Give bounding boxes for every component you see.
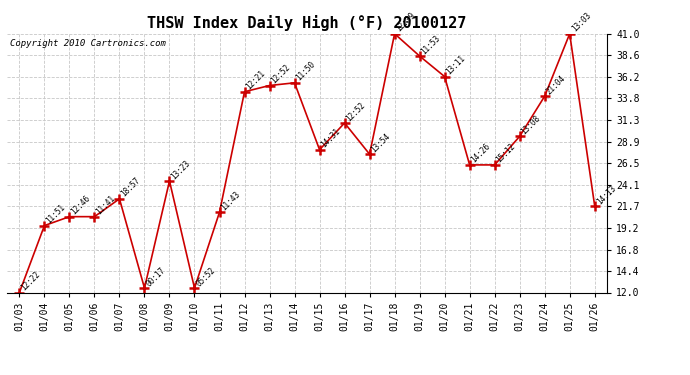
Text: 11:50: 11:50 [295, 60, 317, 83]
Text: 14:13: 14:13 [595, 183, 618, 206]
Text: 12:21: 12:21 [244, 69, 267, 92]
Text: 15:12: 15:12 [495, 142, 518, 165]
Text: 12:39: 12:39 [395, 11, 417, 34]
Text: 14:31: 14:31 [319, 127, 342, 150]
Text: 13:08: 13:08 [520, 114, 542, 136]
Text: 13:23: 13:23 [170, 158, 193, 181]
Text: 13:03: 13:03 [570, 11, 593, 34]
Text: 14:26: 14:26 [470, 142, 493, 165]
Text: 12:46: 12:46 [70, 194, 92, 217]
Text: 11:51: 11:51 [44, 203, 67, 226]
Title: THSW Index Daily High (°F) 20100127: THSW Index Daily High (°F) 20100127 [148, 15, 466, 31]
Text: 12:22: 12:22 [19, 270, 42, 292]
Text: 11:53: 11:53 [420, 33, 442, 56]
Text: 21:04: 21:04 [544, 74, 567, 96]
Text: 12:52: 12:52 [270, 63, 293, 86]
Text: Copyright 2010 Cartronics.com: Copyright 2010 Cartronics.com [10, 39, 166, 48]
Text: 00:17: 00:17 [144, 266, 167, 288]
Text: 13:54: 13:54 [370, 132, 393, 154]
Text: 18:57: 18:57 [119, 176, 142, 199]
Text: 12:52: 12:52 [344, 100, 367, 123]
Text: 11:41: 11:41 [95, 194, 117, 217]
Text: 11:43: 11:43 [219, 189, 242, 212]
Text: 13:11: 13:11 [444, 54, 467, 76]
Text: 05:52: 05:52 [195, 266, 217, 288]
